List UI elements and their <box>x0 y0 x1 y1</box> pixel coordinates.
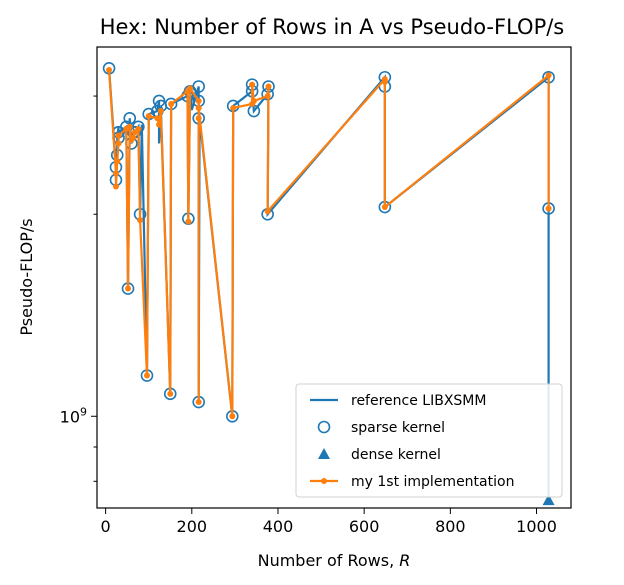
x-tick-label: 800 <box>435 517 466 536</box>
implementation-point <box>112 183 119 190</box>
implementation-point <box>115 132 122 139</box>
implementation-point <box>230 104 237 111</box>
implementation-point <box>195 399 202 406</box>
legend-entry-label: reference LIBXSMM <box>351 393 486 409</box>
implementation-point <box>195 115 202 122</box>
implementation-point <box>381 204 388 211</box>
x-tick-label: 400 <box>263 517 294 536</box>
implementation-point <box>167 390 174 397</box>
y-tick-label: 109 <box>60 405 87 426</box>
implementation-point <box>229 413 236 420</box>
implementation-point <box>264 208 271 215</box>
x-axis: 0 200 400 600 800 1000 <box>101 508 557 536</box>
legend-handle-dot <box>321 478 327 484</box>
dense-kernel-point <box>542 494 555 506</box>
implementation-point <box>125 285 132 292</box>
x-axis-label: Number of Rows, R <box>258 551 411 570</box>
legend-entry-label: sparse kernel <box>351 420 445 436</box>
implementation-point <box>114 158 121 165</box>
implementation-point <box>154 115 161 122</box>
y-axis: 109 <box>60 95 97 482</box>
implementation-point <box>195 97 202 104</box>
implementation-point <box>156 121 163 128</box>
legend: reference LIBXSMM sparse kernel dense kern… <box>295 383 563 498</box>
implementation-point <box>145 113 152 120</box>
legend-frame <box>295 383 563 498</box>
y-axis-label: Pseudo-FLOP/s <box>17 218 36 335</box>
implementation-point <box>250 97 257 104</box>
x-tick-label: 600 <box>349 517 380 536</box>
implementation-point <box>106 67 113 74</box>
plot-frame <box>96 46 572 509</box>
implementation-point <box>185 218 192 225</box>
implementation-point <box>112 170 119 177</box>
sparse-kernel-point <box>192 80 205 93</box>
implementation-point <box>130 134 137 141</box>
x-tick-label: 1000 <box>516 517 557 536</box>
x-tick-label: 0 <box>101 517 111 536</box>
chart-title: Hex: Number of Rows in A vs Pseudo-FLOP/… <box>100 15 565 39</box>
sparse-kernel-point <box>123 111 137 125</box>
implementation-point <box>265 83 272 90</box>
implementation-point <box>143 372 150 379</box>
x-tick-label: 200 <box>177 517 208 536</box>
legend-handle <box>317 420 331 434</box>
implementation-point <box>157 108 164 115</box>
implementation-point <box>545 205 552 212</box>
implementation-point <box>137 217 144 224</box>
implementation-point <box>126 123 133 130</box>
implementation-point <box>249 81 256 88</box>
implementation-point <box>264 93 271 100</box>
implementation-point <box>545 72 552 79</box>
implementation-point <box>195 104 202 111</box>
implementation-point <box>115 140 122 147</box>
implementation-point <box>187 85 194 92</box>
legend-entry-label: my 1st implementation <box>351 474 514 490</box>
implementation-point <box>381 78 388 85</box>
implementation-point <box>168 100 175 107</box>
legend-entry-label: dense kernel <box>351 447 441 463</box>
legend-handle <box>318 448 330 459</box>
implementation-point <box>135 125 142 132</box>
series-line-implementation <box>107 69 550 417</box>
